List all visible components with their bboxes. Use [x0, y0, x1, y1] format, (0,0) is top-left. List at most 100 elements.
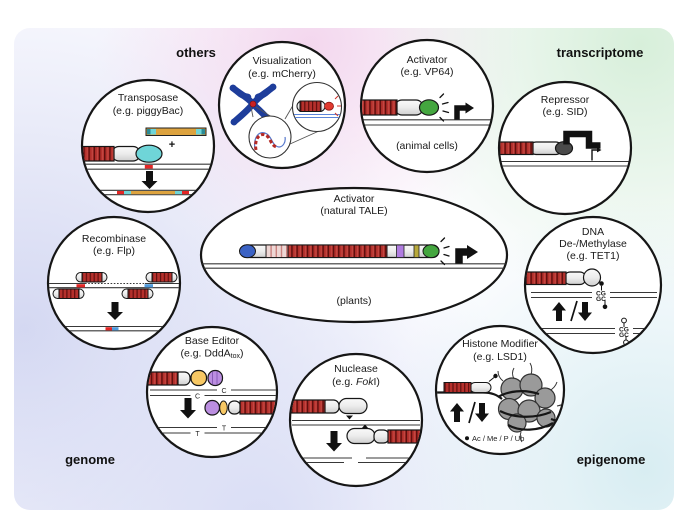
up-down-arrows	[450, 401, 489, 424]
tale-base-editor-bottom	[204, 399, 276, 416]
base-t-bottom: T	[195, 431, 200, 438]
transposase-domain	[135, 144, 163, 163]
foki-domain	[338, 397, 368, 415]
weak-transcription-arrow	[591, 147, 602, 161]
activation-sparks-icon	[439, 93, 450, 122]
label-transcriptome: transcriptome	[557, 45, 644, 60]
up-down-arrows	[552, 300, 592, 322]
node-activator-vp64: Activator (e.g. VP64) (animal cells)	[359, 38, 495, 174]
transposase-title: Transposase	[118, 92, 178, 104]
dna-strand	[292, 419, 420, 426]
base-c-top: C	[221, 388, 226, 395]
subtitle-italic: Fok	[356, 376, 374, 388]
node-visualization: Visualization (e.g. mCherry)	[217, 40, 347, 170]
ugi-domain	[207, 369, 224, 387]
legend-dot	[465, 436, 469, 441]
activator-vp64-subtitle: (e.g. VP64)	[400, 66, 453, 78]
modification-mark	[493, 373, 498, 379]
cg-label: CG	[596, 290, 606, 297]
dna-strand	[83, 163, 213, 170]
repeat-region	[287, 244, 388, 258]
repressor-subtitle: (e.g. SID)	[543, 106, 588, 118]
dna-result	[58, 325, 172, 332]
cg-label: CG	[619, 326, 629, 333]
label-epigenome: epigenome	[577, 452, 646, 467]
methylase-domain	[582, 268, 602, 287]
legend-text: Ac / Me / P / Ub	[472, 434, 524, 443]
transposase-scene: +	[83, 127, 213, 196]
activator-natural-subtitle: (natural TALE)	[320, 205, 387, 217]
visualization-title: Visualization	[253, 55, 312, 67]
down-arrow	[180, 398, 196, 419]
down-arrow	[141, 171, 158, 189]
activator-vp64-title: Activator	[407, 54, 448, 66]
visualization-scene	[229, 81, 343, 159]
tale-protein	[145, 272, 178, 283]
subtitle-prefix: (e.g.	[332, 376, 356, 388]
down-arrow	[107, 302, 123, 320]
recombination-site-red	[76, 284, 85, 288]
modification-legend: Ac / Me / P / Ub	[465, 434, 524, 443]
histone-modifier-subtitle: (e.g. LSD1)	[473, 351, 527, 363]
activation-sparks-icon	[440, 237, 450, 266]
transcription-arrow	[454, 102, 474, 120]
nuclease-subtitle: (e.g. FokI)	[332, 376, 380, 388]
node-recombinase: Recombinase (e.g. Flp)	[46, 215, 182, 351]
cut-tick-down	[346, 415, 353, 420]
repression-block-icon	[563, 130, 601, 149]
labeled-chromatin	[254, 133, 278, 151]
tale-protein	[75, 272, 108, 283]
repressor-title: Repressor	[541, 94, 590, 106]
subtitle-suffix: )	[240, 348, 244, 360]
tale-nuclease-top	[291, 397, 368, 420]
activator-vp64-scene	[362, 93, 492, 126]
base-editor-subtitle: (e.g. DddAtox)	[180, 348, 243, 361]
recombination-site-blue	[144, 284, 153, 288]
chromatin-magnifier	[248, 115, 292, 159]
tale-protein	[362, 99, 440, 116]
cargo-dna	[145, 127, 207, 136]
histone-modifier-scene: Ac / Me / P / Ub	[437, 362, 563, 443]
node-dna-methylase: CG GC CG GC DNA De-/Methylase	[523, 215, 663, 355]
base-t-top: T	[222, 425, 227, 432]
node-base-editor: C C T T Base Editor (e.g. DddAtox)	[145, 325, 279, 459]
fluorophore	[324, 101, 334, 111]
tale-protein	[52, 288, 85, 299]
nls-band-purple	[396, 244, 405, 258]
label-genome: genome	[65, 452, 115, 467]
tale-protein	[83, 144, 163, 163]
dna-strand-before: C C	[150, 388, 276, 400]
transcription-arrow	[455, 245, 478, 264]
label-others: others	[176, 45, 216, 60]
plus-sign: +	[169, 139, 175, 151]
tale-nuclease-bottom	[346, 424, 421, 445]
gc-label: GC	[596, 296, 606, 303]
activator-natural-scene	[201, 237, 507, 269]
insertion-site	[144, 165, 153, 169]
recombinase-subtitle: (e.g. Flp)	[93, 245, 135, 257]
dna-methylase-subtitle: (e.g. TET1)	[567, 250, 620, 262]
recombinase-title: Recombinase	[82, 233, 146, 245]
activation-domain	[422, 244, 440, 259]
subtitle-prefix: (e.g. DddA	[180, 348, 230, 360]
locus-dot	[249, 100, 257, 108]
node-histone-modifier: Ac / Me / P / Ub Histone Modifier (e.g. …	[434, 324, 566, 456]
node-activator-natural: Activator (natural TALE) (plants)	[199, 186, 509, 324]
tale-protein	[239, 244, 440, 259]
transposase-subtitle: (e.g. piggyBac)	[113, 105, 184, 117]
ugi-domain	[204, 399, 221, 416]
dna-methylase-scene: CG GC CG GC	[526, 268, 657, 346]
tale-protein	[500, 141, 574, 156]
dna-methylase-title-line1: DNA	[582, 226, 604, 238]
repressor-scene	[500, 130, 630, 167]
deaminase-half-domain	[219, 400, 228, 416]
dna-strand-methylated: CG GC	[531, 290, 657, 310]
activation-domain	[418, 99, 440, 116]
methyl-mark-top	[599, 281, 604, 291]
foki-domain	[346, 427, 376, 445]
cut-tick-up	[361, 424, 369, 429]
base-c-bottom: C	[195, 393, 200, 400]
fluorescence-sparks-icon	[334, 95, 341, 117]
